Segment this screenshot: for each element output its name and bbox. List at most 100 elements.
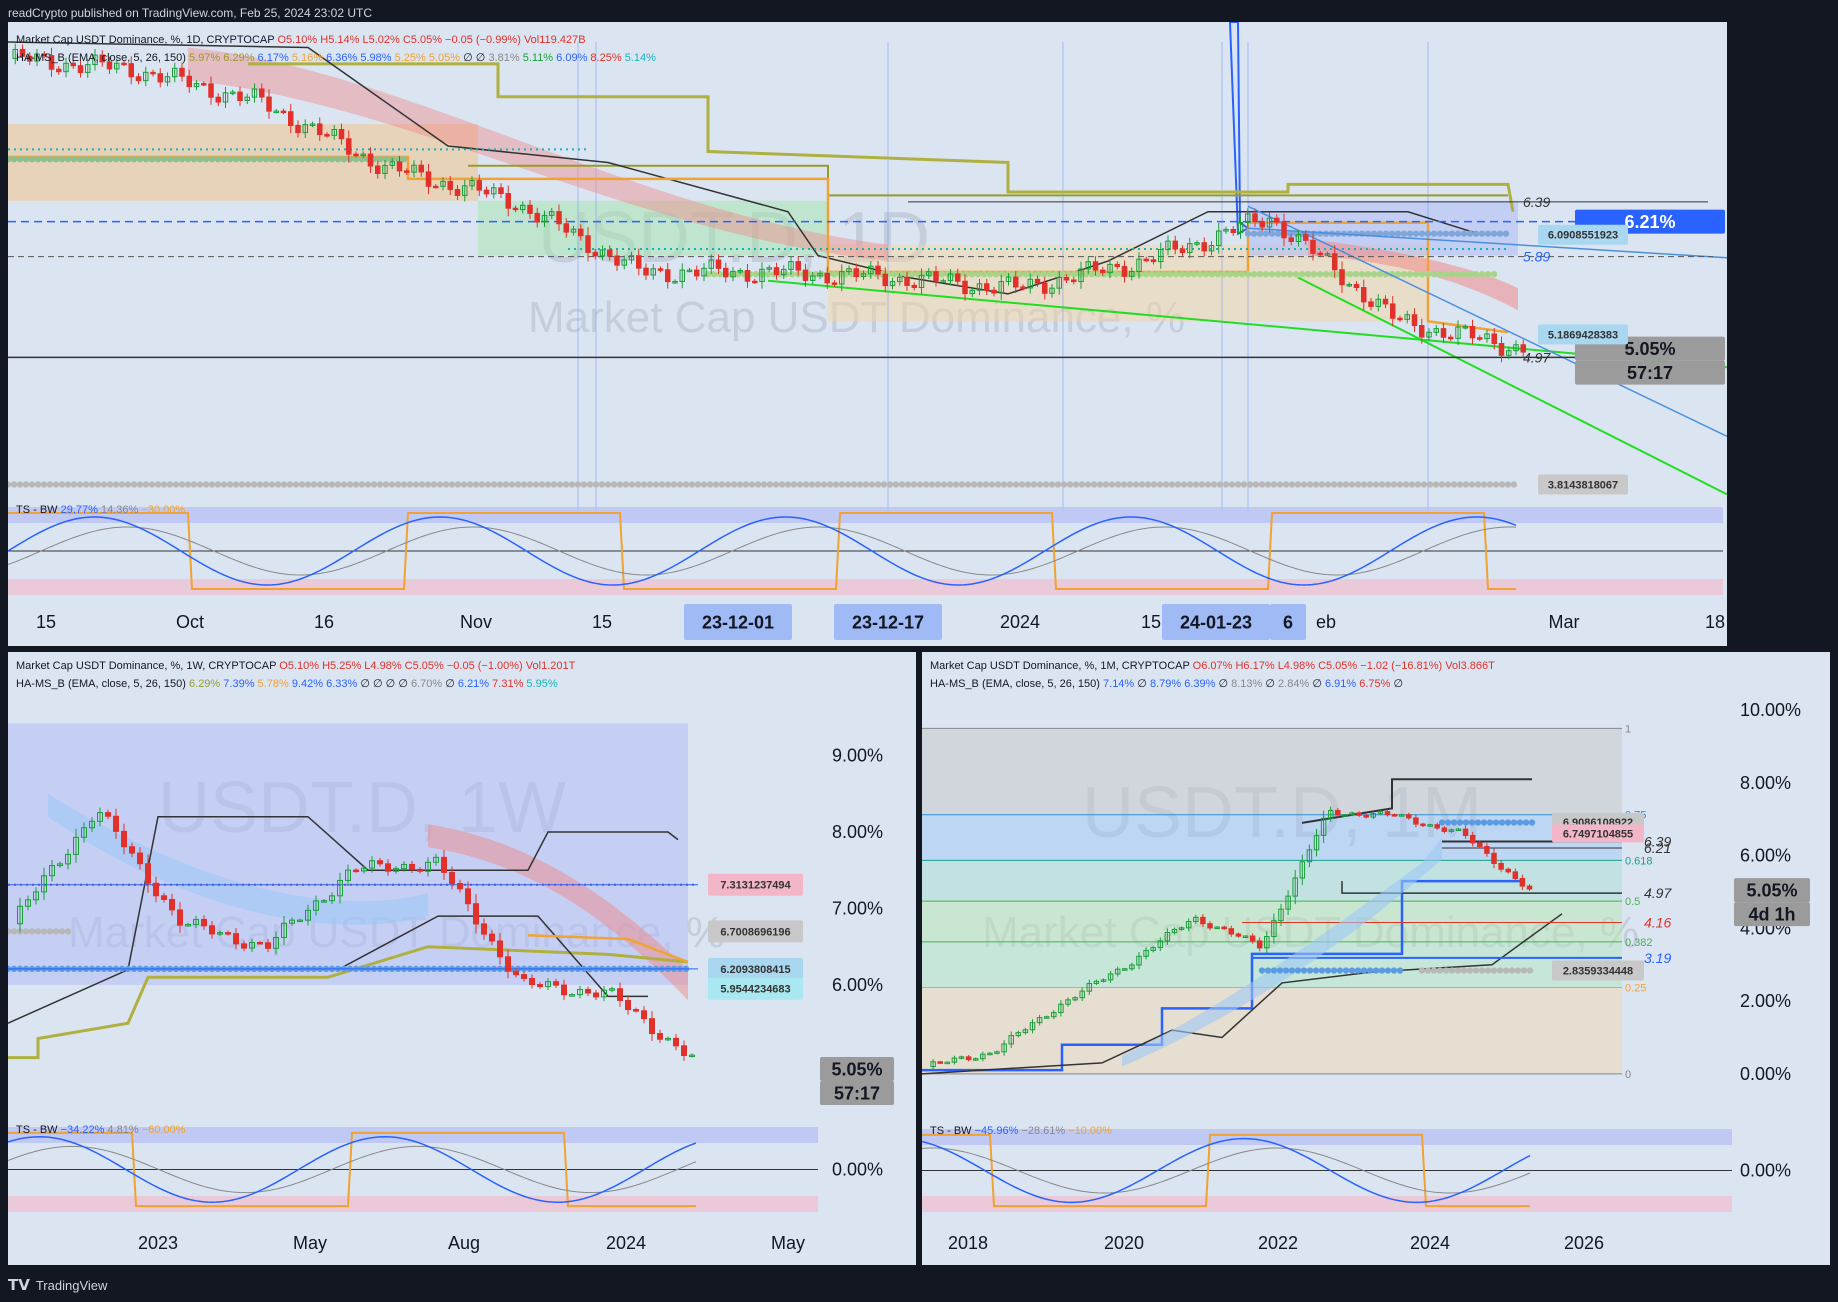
daily-dots-gray-dot bbox=[364, 481, 372, 488]
daily-time-tick: 15 bbox=[36, 612, 56, 632]
weekly-osc-legend: TS - BW −34.22% 4.81% −60.00% bbox=[16, 1124, 185, 1136]
monthly-candle bbox=[1164, 931, 1171, 942]
daily-dots-blue-dot bbox=[1262, 230, 1270, 237]
daily-candle bbox=[244, 96, 250, 102]
daily-dots-green-dot bbox=[58, 155, 66, 163]
daily-dots-gray-dot bbox=[466, 481, 474, 488]
monthly-time-tick: 2022 bbox=[1258, 1233, 1298, 1253]
daily-dots-gray-dot bbox=[334, 481, 342, 488]
weekly-candle bbox=[585, 988, 591, 994]
daily-dots-gray-dot bbox=[88, 481, 96, 488]
daily-dots-gray-dot bbox=[106, 481, 114, 488]
monthly-price-tick: 2.00% bbox=[1740, 991, 1791, 1011]
monthly-dots-gray-dot bbox=[1520, 967, 1528, 974]
daily-dots-gray-dot bbox=[700, 481, 708, 488]
daily-dots-blue-dot bbox=[1424, 230, 1432, 237]
monthly-fib-label: 0.25 bbox=[1625, 982, 1646, 994]
daily-candle bbox=[222, 92, 229, 103]
daily-dots-gray-dot bbox=[328, 481, 336, 488]
ind-val: 6.29% bbox=[189, 678, 221, 690]
daily-dots-gray-dot bbox=[1372, 481, 1380, 488]
weekly-indicator-name: HA-MS_B (EMA, close, 5, 26, 150) bbox=[16, 678, 186, 690]
weekly-candle bbox=[265, 942, 271, 949]
daily-osc-legend: TS - BW 29.77% 14.36% −30.00% bbox=[16, 504, 185, 516]
monthly-dots-blue2-dot bbox=[1438, 819, 1446, 826]
monthly-candle bbox=[930, 1061, 936, 1068]
daily-dots-gray-dot bbox=[1192, 481, 1200, 488]
daily-dots-gray-dot bbox=[340, 481, 348, 488]
monthly-panel[interactable]: USDT.D, 1MMarket Cap USDT Dominance, %10… bbox=[922, 652, 1830, 1265]
daily-low: L5.02% bbox=[362, 34, 400, 46]
daily-dots-gray-dot bbox=[94, 481, 102, 488]
daily-dots-lime-dot bbox=[1058, 270, 1066, 278]
monthly-level-label: 3.19 bbox=[1644, 950, 1671, 966]
daily-candle bbox=[454, 189, 461, 196]
daily-dots-lime-dot bbox=[1394, 270, 1402, 278]
ind-val: ∅ bbox=[463, 52, 473, 64]
daily-dots-lime-dot bbox=[764, 270, 772, 278]
weekly-panel[interactable]: USDT.D, 1WMarket Cap USDT Dominance, %9.… bbox=[8, 652, 916, 1265]
weekly-price-tag: 5.05% bbox=[831, 1059, 882, 1079]
daily-dots-gray-dot bbox=[670, 481, 678, 488]
daily-candle bbox=[1462, 326, 1468, 329]
daily-dots-gray-dot bbox=[964, 481, 972, 488]
ind-val: ∅ bbox=[385, 678, 396, 690]
monthly-dots-gray-dot bbox=[1448, 967, 1456, 974]
daily-dots-gray-dot bbox=[1006, 481, 1014, 488]
daily-dots-green-dot bbox=[238, 155, 246, 163]
daily-dots-gray-dot bbox=[1402, 481, 1410, 488]
daily-dots-gray-dot bbox=[358, 481, 366, 488]
daily-dots-lime-dot bbox=[734, 270, 742, 278]
weekly-box-bg bbox=[708, 977, 803, 1000]
daily-candle bbox=[788, 261, 794, 270]
osc-val: −30.00% bbox=[141, 504, 186, 516]
daily-candle bbox=[839, 271, 845, 285]
daily-dots-gray-dot bbox=[508, 481, 516, 488]
daily-candle bbox=[875, 265, 881, 275]
ind-val: 7.39% bbox=[223, 678, 255, 690]
daily-dots-lime-dot bbox=[1088, 270, 1096, 278]
daily-candle bbox=[1056, 276, 1062, 289]
daily-dots-gray-dot bbox=[610, 481, 618, 488]
weekly-box-bg bbox=[708, 957, 803, 980]
daily-candle bbox=[288, 111, 294, 126]
daily-candle bbox=[1208, 245, 1215, 252]
daily-dots-gray-dot bbox=[58, 481, 66, 488]
daily-dots-gray-dot bbox=[1282, 481, 1290, 488]
daily-candle bbox=[1520, 344, 1526, 353]
daily-candle bbox=[1042, 282, 1048, 294]
daily-dots-gray-dot bbox=[904, 481, 912, 488]
monthly-candle bbox=[1100, 979, 1107, 982]
daily-candle bbox=[752, 280, 758, 284]
daily-volume: Vol119.427B bbox=[523, 34, 586, 46]
daily-dots-green-dot bbox=[8, 155, 12, 163]
daily-candle bbox=[969, 289, 975, 295]
daily-candle bbox=[1223, 228, 1229, 232]
daily-candle bbox=[251, 88, 258, 98]
daily-dots-green-dot bbox=[400, 155, 408, 163]
monthly-candle bbox=[1278, 908, 1284, 922]
daily-dots-lime-dot bbox=[1208, 270, 1216, 278]
monthly-black-line bbox=[922, 913, 1563, 1075]
daily-indicator-name: HA-MS_B (EMA, close, 5, 26, 150) bbox=[16, 52, 186, 64]
daily-candle bbox=[1382, 298, 1389, 305]
daily-dots-gray-dot bbox=[1426, 481, 1434, 488]
weekly-time-tick: 2023 bbox=[138, 1233, 178, 1253]
daily-candle bbox=[1005, 276, 1012, 283]
weekly-chart[interactable]: USDT.D, 1WMarket Cap USDT Dominance, %9.… bbox=[8, 652, 916, 1265]
monthly-chart[interactable]: USDT.D, 1MMarket Cap USDT Dominance, %10… bbox=[922, 652, 1830, 1265]
weekly-dots-blue bbox=[8, 965, 690, 973]
daily-dots-gray-dot bbox=[922, 481, 930, 488]
monthly-dots-blue-dot bbox=[1258, 967, 1266, 974]
daily-dots-gray-dot bbox=[1198, 481, 1206, 488]
daily-trend-blue bbox=[1247, 205, 1727, 437]
daily-candle bbox=[353, 153, 359, 157]
monthly-candle bbox=[1015, 1032, 1022, 1037]
daily-dots-blue-dot bbox=[1382, 230, 1390, 237]
weekly-candle bbox=[481, 923, 487, 935]
monthly-candle bbox=[1441, 827, 1448, 832]
daily-dots-gray-dot bbox=[646, 481, 654, 488]
weekly-price-tag-bg bbox=[820, 1057, 894, 1081]
